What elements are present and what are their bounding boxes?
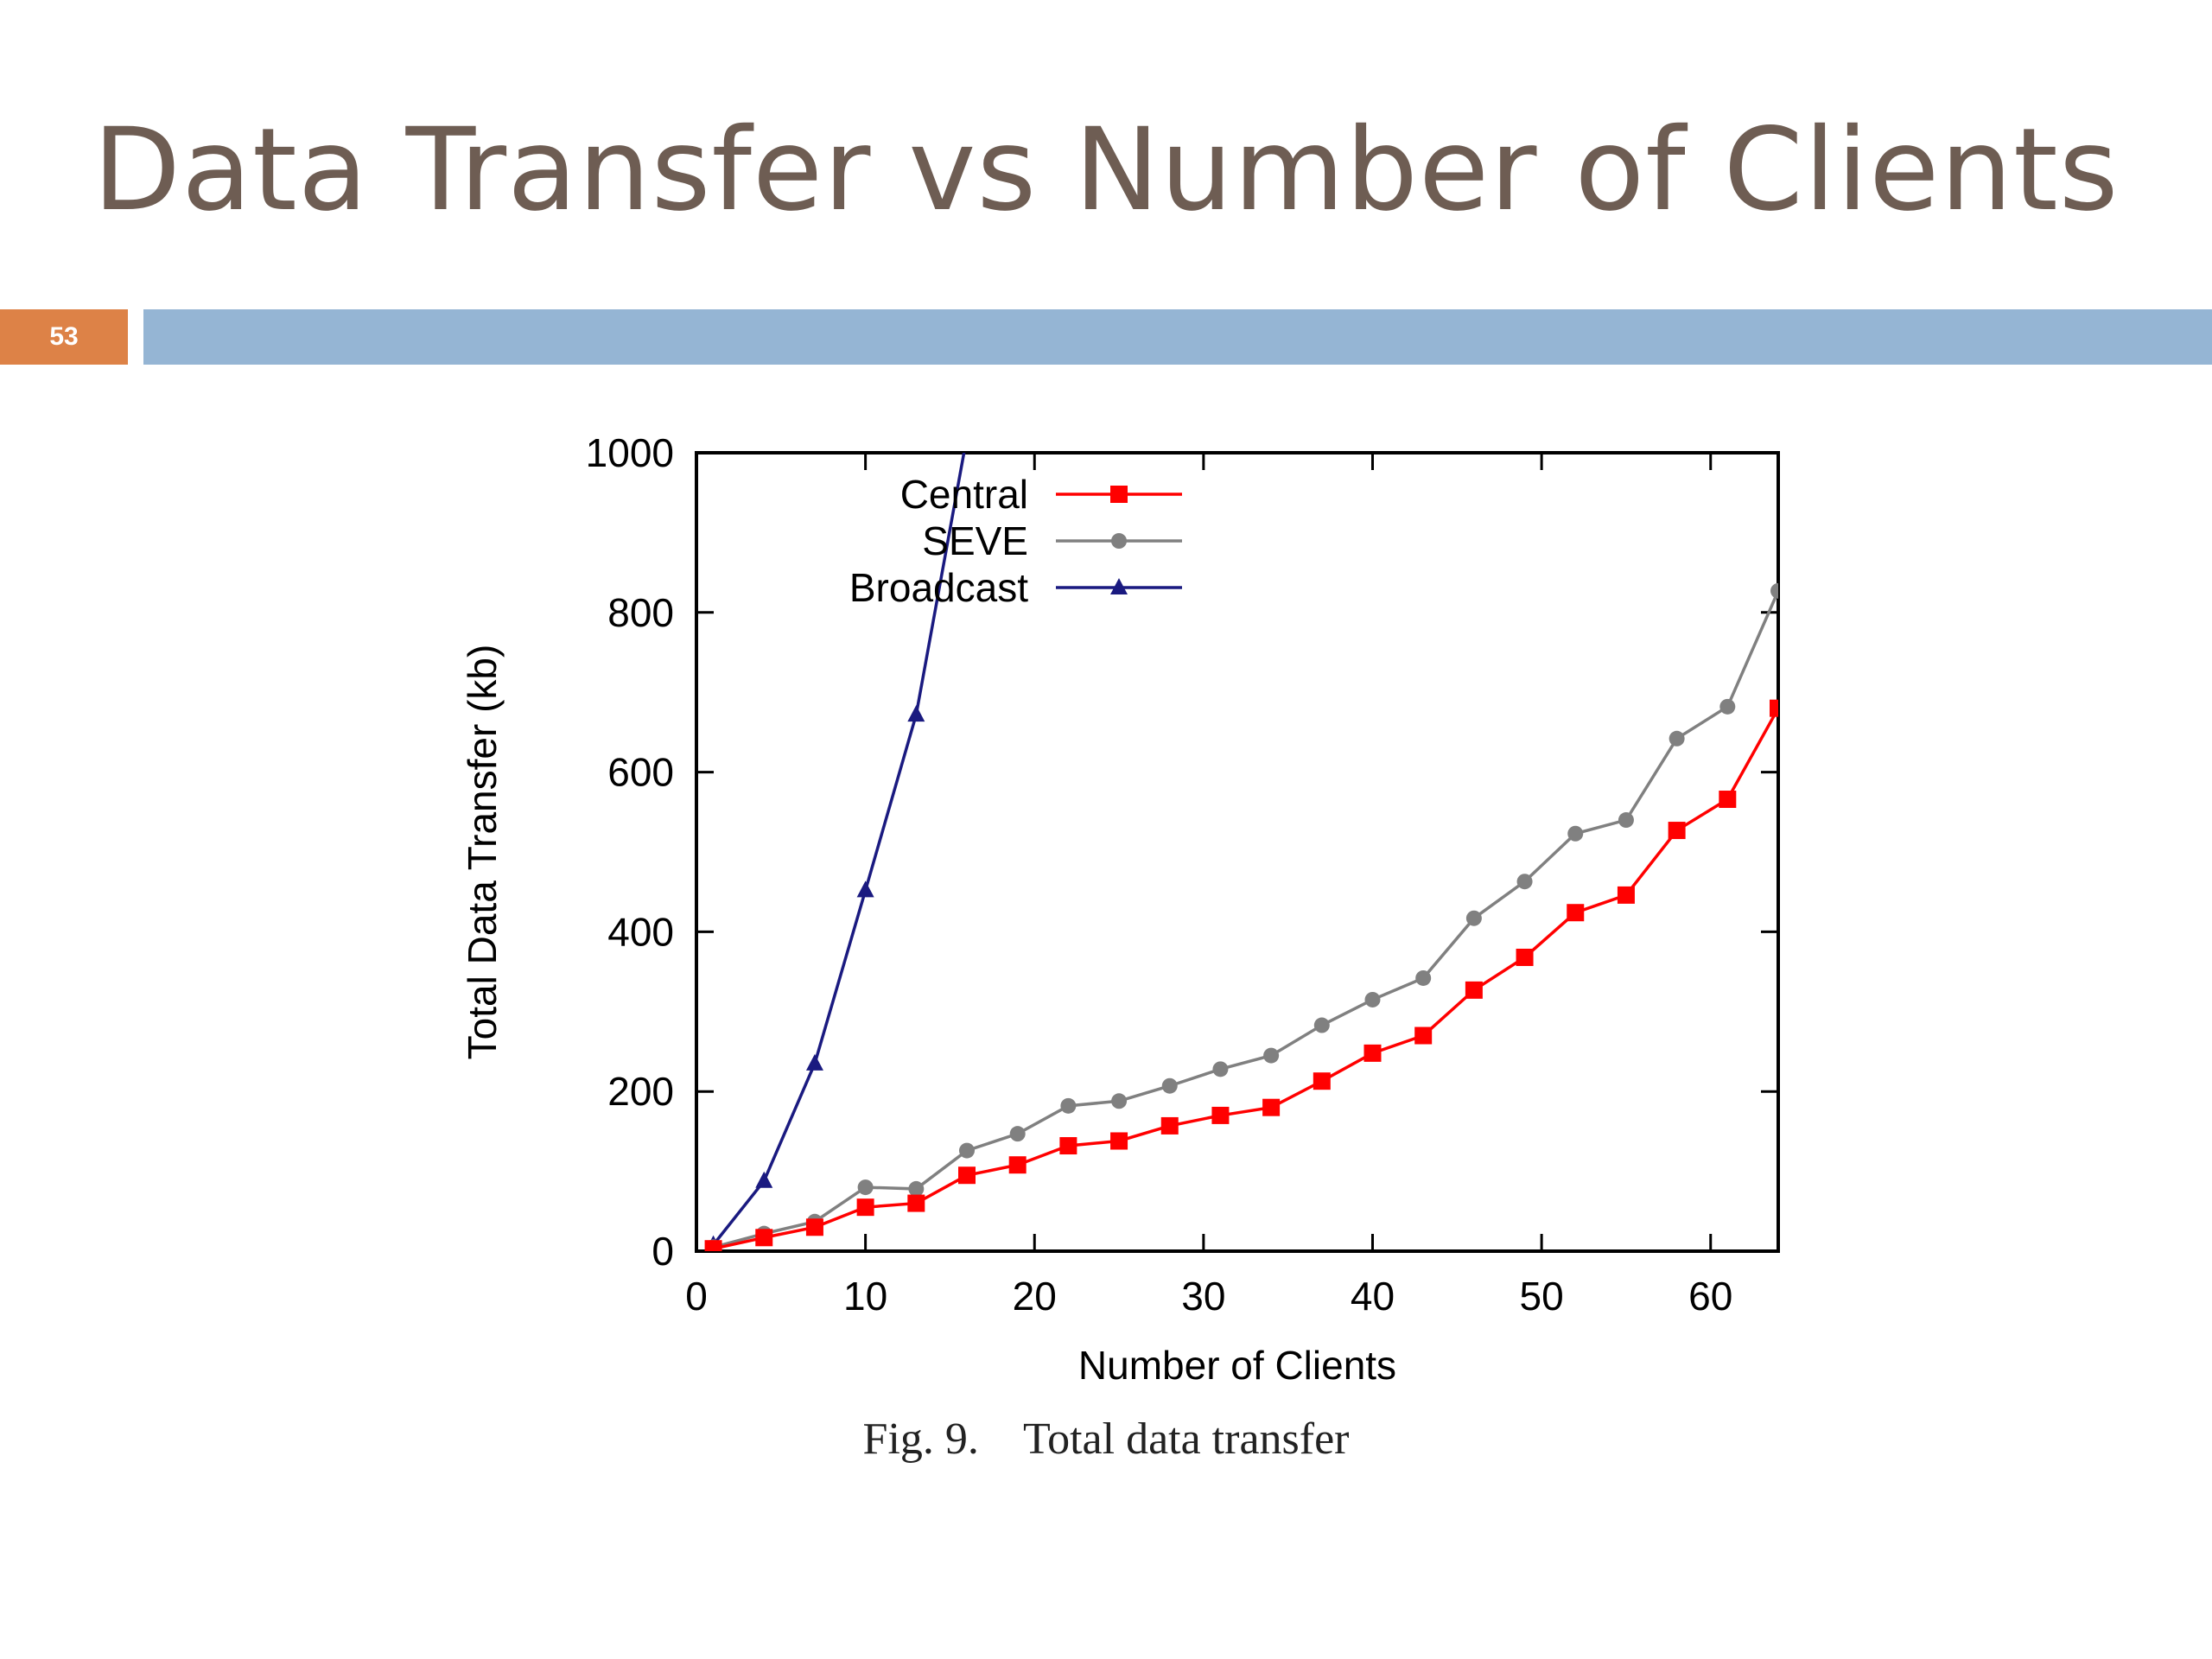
data-point-seve: [857, 1179, 874, 1196]
data-point-broadcast: [856, 880, 874, 898]
series-line-seve: [713, 590, 1778, 1249]
y-tick-label: 1000: [586, 430, 674, 475]
data-point-seve: [1009, 1126, 1026, 1142]
series-central: [704, 699, 1778, 1251]
data-point-central: [856, 1198, 874, 1217]
data-point-broadcast: [805, 1053, 823, 1071]
legend-marker-broadcast: [1110, 578, 1128, 594]
data-point-seve: [1567, 825, 1584, 842]
x-axis-label: Number of Clients: [1078, 1343, 1396, 1388]
data-point-central: [1668, 822, 1686, 840]
data-point-central: [1160, 1116, 1179, 1135]
series-seve: [705, 582, 1778, 1251]
data-point-seve: [1313, 1017, 1330, 1033]
data-point-seve: [1161, 1077, 1178, 1094]
data-point-central: [1414, 1027, 1433, 1045]
x-tick-label: 50: [1520, 1274, 1564, 1319]
slide-number: 53: [0, 309, 128, 365]
data-point-seve: [1415, 969, 1432, 986]
y-tick-label: 800: [607, 590, 674, 635]
y-tick-label: 200: [607, 1069, 674, 1114]
x-tick-label: 40: [1351, 1274, 1395, 1319]
data-point-central: [704, 1240, 722, 1251]
data-point-seve: [959, 1142, 975, 1159]
data-point-central: [755, 1229, 773, 1247]
data-point-seve: [1111, 1093, 1128, 1109]
data-point-broadcast: [907, 705, 925, 722]
data-point-central: [1313, 1072, 1331, 1090]
data-point-seve: [1516, 874, 1533, 890]
data-point-seve: [1719, 698, 1736, 715]
data-point-central: [1770, 699, 1778, 717]
data-point-seve: [1770, 582, 1778, 599]
data-point-central: [1211, 1106, 1230, 1124]
x-tick-label: 10: [843, 1274, 887, 1319]
data-point-seve: [1263, 1047, 1280, 1064]
data-point-central: [1059, 1137, 1077, 1155]
data-point-seve: [1669, 730, 1685, 747]
data-point-central: [1363, 1044, 1382, 1062]
legend-marker-seve: [1111, 533, 1127, 549]
data-point-central: [805, 1218, 823, 1236]
data-point-central: [1567, 904, 1585, 922]
series-line-broadcast: [712, 453, 966, 1246]
data-point-central: [1008, 1156, 1027, 1174]
x-tick-label: 20: [1013, 1274, 1057, 1319]
y-axis-label: Total Data Transfer (kb): [460, 645, 505, 1060]
plot-frame: [695, 451, 1780, 1253]
data-point-seve: [1618, 812, 1634, 829]
title-band: [143, 309, 2212, 365]
slide-title: Data Transfer vs Number of Clients: [92, 104, 2120, 237]
data-point-seve: [908, 1180, 925, 1197]
figure-caption: Fig. 9. Total data transfer: [862, 1414, 1350, 1464]
data-point-central: [907, 1194, 925, 1212]
data-point-central: [1617, 886, 1635, 904]
legend-marker-central: [1110, 486, 1128, 503]
data-point-seve: [1060, 1097, 1077, 1114]
series-line-central: [713, 707, 1778, 1250]
data-point-central: [1516, 948, 1534, 966]
legend-label-central: Central: [900, 472, 1028, 517]
data-point-central: [1719, 791, 1737, 809]
x-tick-label: 0: [685, 1274, 708, 1319]
data-point-central: [1110, 1132, 1128, 1150]
data-point-central: [1465, 981, 1483, 999]
data-point-seve: [1465, 910, 1482, 926]
y-tick-label: 0: [652, 1229, 674, 1274]
data-point-seve: [1364, 991, 1381, 1007]
data-point-central: [958, 1166, 976, 1185]
data-point-broadcast: [755, 1171, 773, 1188]
data-point-seve: [1212, 1061, 1229, 1077]
x-tick-label: 60: [1688, 1274, 1732, 1319]
legend-label-broadcast: Broadcast: [849, 565, 1028, 610]
y-tick-label: 400: [607, 909, 674, 954]
y-tick-label: 600: [607, 750, 674, 795]
legend-label-seve: SEVE: [922, 518, 1028, 563]
data-point-central: [1262, 1098, 1281, 1116]
x-tick-label: 30: [1181, 1274, 1225, 1319]
